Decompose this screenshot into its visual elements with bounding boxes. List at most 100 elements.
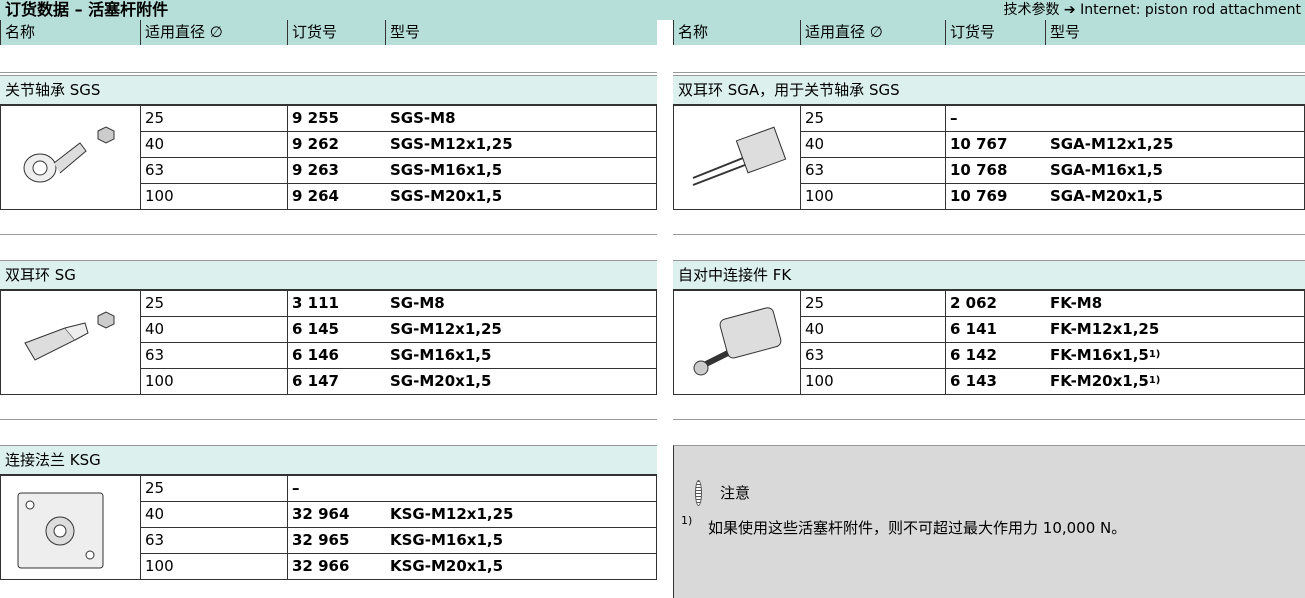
section-name: 关节轴承 SGS bbox=[5, 80, 101, 99]
col-divider bbox=[945, 368, 946, 394]
diameter: 40 bbox=[805, 319, 825, 338]
order-number: 10 768 bbox=[950, 160, 1008, 179]
row-border bbox=[140, 553, 657, 580]
model: SGA-M12x1,25 bbox=[1050, 134, 1174, 153]
col-divider bbox=[945, 131, 946, 157]
model: FK-M8 bbox=[1050, 293, 1103, 312]
column-header: 名称 bbox=[678, 23, 709, 41]
column-divider bbox=[385, 20, 386, 45]
section-name: 自对中连接件 FK bbox=[678, 265, 792, 284]
diameter: 40 bbox=[145, 504, 165, 523]
diameter: 100 bbox=[805, 186, 834, 205]
diameter: 63 bbox=[145, 530, 165, 549]
order-number: 9 255 bbox=[292, 108, 339, 127]
column-header: 型号 bbox=[1050, 23, 1081, 41]
note-box bbox=[673, 445, 1305, 598]
diameter: 63 bbox=[145, 160, 165, 179]
order-number: 9 262 bbox=[292, 134, 339, 153]
model: SG-M16x1,5 bbox=[390, 345, 492, 364]
column-divider bbox=[140, 20, 141, 45]
row-line bbox=[0, 419, 657, 420]
diameter: 25 bbox=[145, 293, 165, 312]
column-header-bar bbox=[673, 20, 1305, 45]
order-number: 32 966 bbox=[292, 556, 350, 575]
section-name: 双耳环 SG bbox=[5, 265, 76, 284]
diameter: 100 bbox=[145, 371, 174, 390]
col-divider bbox=[287, 501, 288, 527]
order-number: 6 145 bbox=[292, 319, 339, 338]
row-line bbox=[0, 234, 657, 235]
model: SGS-M8 bbox=[390, 108, 456, 127]
diameter: 40 bbox=[145, 134, 165, 153]
diameter: 40 bbox=[145, 319, 165, 338]
footnote-mark: 1) bbox=[1148, 375, 1161, 386]
model: SGS-M16x1,5 bbox=[390, 160, 503, 179]
model: KSG-M20x1,5 bbox=[390, 556, 504, 575]
diameter: 63 bbox=[805, 345, 825, 364]
row-border bbox=[140, 183, 657, 210]
title: 订货数据 – 活塞杆附件 bbox=[5, 0, 169, 19]
order-number: 9 263 bbox=[292, 160, 339, 179]
col-divider bbox=[287, 342, 288, 368]
section-band bbox=[0, 75, 657, 105]
col-divider bbox=[287, 475, 288, 501]
column-header: 适用直径 ∅ bbox=[805, 23, 883, 41]
column-divider bbox=[800, 20, 801, 45]
col-divider bbox=[945, 290, 946, 316]
diameter: 100 bbox=[145, 186, 174, 205]
column-header: 型号 bbox=[390, 23, 421, 41]
row-line bbox=[673, 234, 1305, 235]
col-divider bbox=[945, 342, 946, 368]
col-divider bbox=[287, 368, 288, 394]
column-header: 订货号 bbox=[950, 23, 996, 41]
model: FK-M20x1,5 1) bbox=[1050, 371, 1161, 390]
diameter: 100 bbox=[145, 556, 174, 575]
order-number: 3 111 bbox=[292, 293, 339, 312]
section-band bbox=[673, 75, 1305, 105]
model: SG-M8 bbox=[390, 293, 445, 312]
link[interactable]: 技术参数 ➔ Internet: piston rod attachment bbox=[1003, 2, 1301, 18]
col-divider bbox=[287, 183, 288, 209]
row-border bbox=[140, 475, 657, 502]
diameter: 100 bbox=[805, 371, 834, 390]
column-divider bbox=[0, 20, 1, 45]
order-number: 10 767 bbox=[950, 134, 1008, 153]
section-name: 双耳环 SGA，用于关节轴承 SGS bbox=[678, 80, 900, 99]
model: KSG-M12x1,25 bbox=[390, 504, 514, 523]
product-image bbox=[692, 126, 787, 186]
product-image bbox=[23, 126, 115, 183]
note-mark: 1) bbox=[681, 514, 693, 527]
diameter: 25 bbox=[805, 108, 825, 127]
column-header-bar bbox=[0, 20, 657, 45]
model: FK-M16x1,5 1) bbox=[1050, 345, 1161, 364]
model: SGS-M20x1,5 bbox=[390, 186, 503, 205]
section-name: 连接法兰 KSG bbox=[5, 450, 101, 469]
order-number: 32 965 bbox=[292, 530, 350, 549]
footnote-mark: 1) bbox=[1148, 349, 1161, 360]
order-number: 32 964 bbox=[292, 504, 350, 523]
diameter: 63 bbox=[805, 160, 825, 179]
col-divider bbox=[287, 131, 288, 157]
product-image bbox=[693, 307, 782, 376]
note-icon bbox=[695, 480, 702, 506]
col-divider bbox=[945, 157, 946, 183]
column-header: 适用直径 ∅ bbox=[145, 23, 223, 41]
column-divider bbox=[287, 20, 288, 45]
order-number: 6 143 bbox=[950, 371, 997, 390]
model: FK-M12x1,25 bbox=[1050, 319, 1160, 338]
column-header: 名称 bbox=[5, 23, 36, 41]
model: SGA-M20x1,5 bbox=[1050, 186, 1163, 205]
order-number: 6 147 bbox=[292, 371, 339, 390]
diameter: 25 bbox=[145, 108, 165, 127]
column-divider bbox=[673, 20, 674, 45]
section-band bbox=[0, 445, 657, 475]
model: SGS-M12x1,25 bbox=[390, 134, 513, 153]
order-number: 6 141 bbox=[950, 319, 997, 338]
section-band bbox=[673, 260, 1305, 290]
note-label: 注意 bbox=[720, 483, 751, 502]
order-number: 6 142 bbox=[950, 345, 997, 364]
col-divider bbox=[287, 290, 288, 316]
diameter: 25 bbox=[805, 293, 825, 312]
order-number: – bbox=[292, 478, 300, 497]
